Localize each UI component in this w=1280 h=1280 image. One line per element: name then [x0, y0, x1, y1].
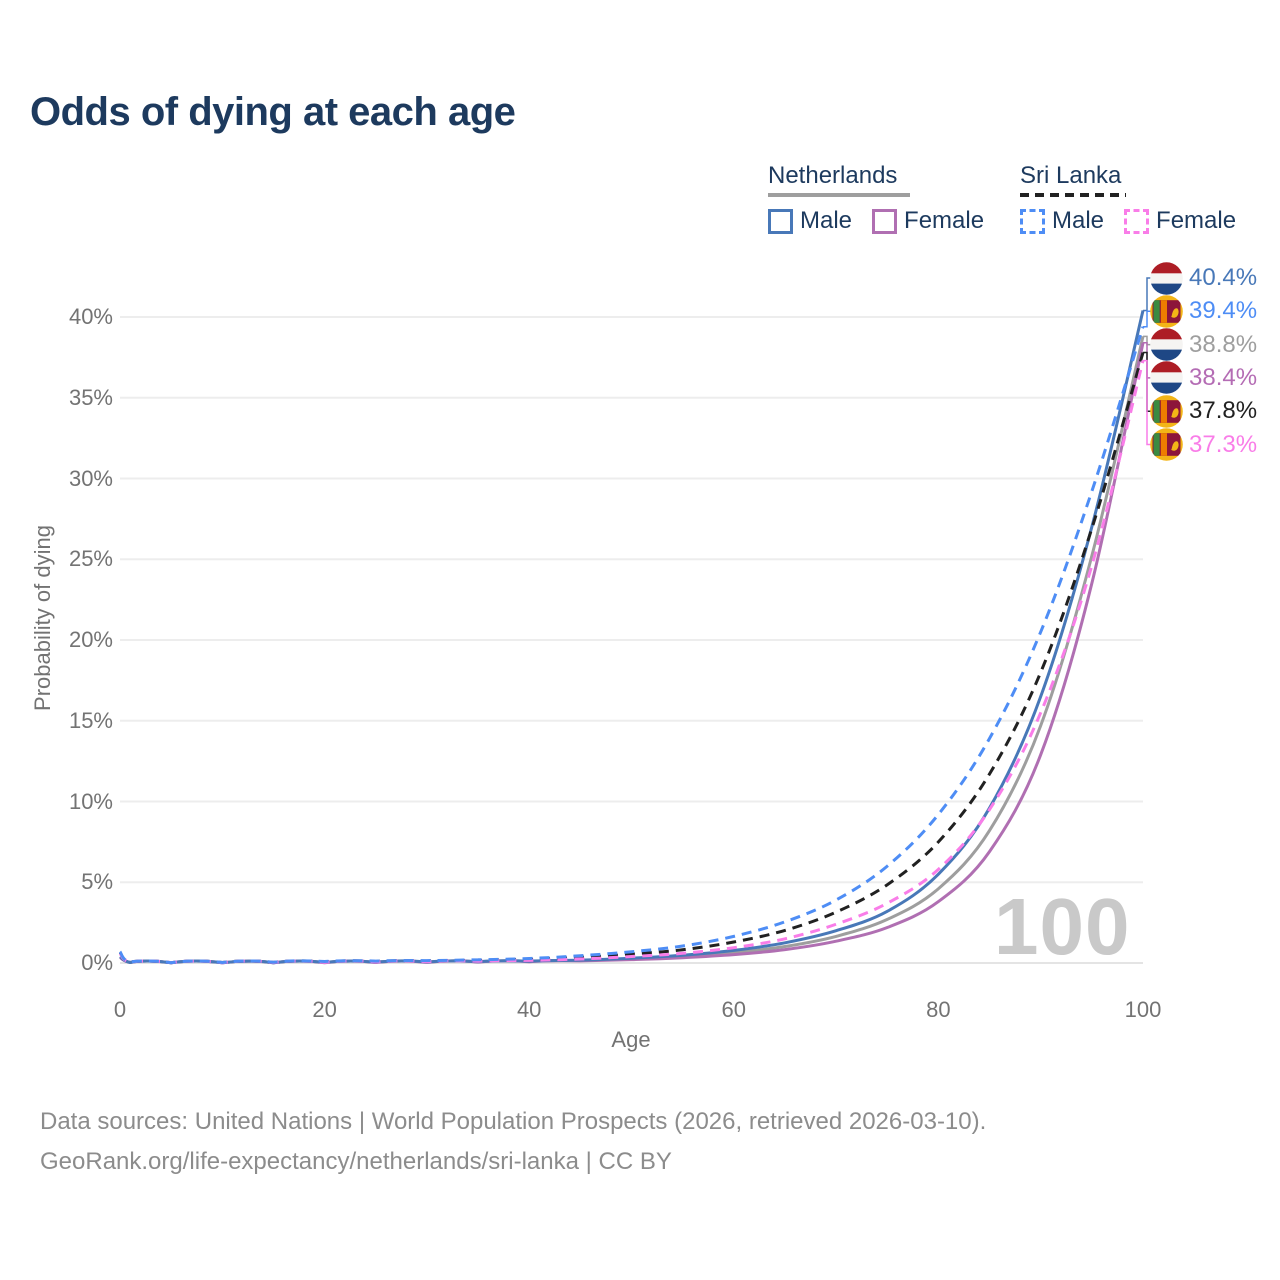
legend-sri-lanka-linestyle	[1020, 193, 1126, 197]
attribution-line: GeoRank.org/life-expectancy/netherlands/…	[40, 1148, 672, 1175]
legend-item-netherlands-female[interactable]: Female	[872, 207, 984, 235]
page-title: Odds of dying at each age	[30, 90, 516, 134]
sri-lanka-flag-icon	[1150, 428, 1183, 461]
line-nl-female	[119, 342, 1145, 965]
y-tick-label: 0%	[81, 950, 113, 975]
watermark-age-100: 100	[994, 882, 1131, 971]
y-tick-label: 30%	[68, 465, 113, 491]
line-lk-female	[118, 360, 1145, 965]
sri-lanka-male-swatch-icon	[1020, 208, 1045, 234]
x-tick-label: 60	[721, 997, 747, 1022]
netherlands-flag-icon	[1150, 361, 1183, 395]
end-label-lk-female: 37.3%	[1150, 428, 1257, 461]
end-value-label: 39.4%	[1189, 297, 1258, 325]
y-tick-label: 10%	[68, 788, 113, 814]
y-tick-label: 35%	[68, 384, 113, 410]
x-tick-label: 100	[1124, 997, 1162, 1022]
legend-item-sri-lanka-male[interactable]: Male	[1020, 207, 1104, 235]
sri-lanka-flag-icon	[1150, 294, 1183, 328]
legend-netherlands-label: Netherlands	[768, 162, 898, 189]
y-tick-label: 40%	[68, 304, 113, 329]
y-tick-label: 20%	[68, 627, 113, 652]
leader-line-lk-female	[1143, 359, 1152, 446]
end-value-label: 37.8%	[1189, 397, 1258, 425]
line-lk-both	[118, 352, 1145, 965]
x-tick-label: 80	[926, 997, 951, 1022]
legend-item-label: Male	[1052, 207, 1105, 234]
legend-netherlands-linestyle	[768, 193, 910, 197]
leader-line-nl-male	[1143, 277, 1152, 312]
legend-group-netherlands: Netherlands Male Female	[768, 162, 1004, 235]
data-sources-line: Data sources: United Nations | World Pop…	[40, 1108, 987, 1135]
line-nl-both	[119, 336, 1145, 965]
netherlands-flag-icon	[1150, 328, 1183, 361]
legend-group-sri-lanka: Sri Lanka Male Female	[1020, 162, 1256, 235]
end-label-nl-female: 38.4%	[1150, 361, 1258, 395]
legend-item-sri-lanka-female[interactable]: Female	[1124, 207, 1236, 235]
x-tick-label: 40	[516, 997, 542, 1022]
sri-lanka-female-swatch-icon	[1124, 208, 1150, 234]
sri-lanka-flag-icon	[1150, 394, 1183, 428]
end-value-label: 38.8%	[1189, 330, 1258, 358]
legend-item-label: Female	[1156, 207, 1237, 234]
x-axis-title: Age	[611, 1027, 651, 1052]
legend-item-label: Male	[800, 207, 853, 234]
netherlands-flag-icon	[1150, 261, 1183, 295]
x-tick-label: 20	[312, 997, 337, 1022]
end-value-label: 37.3%	[1189, 430, 1258, 458]
line-nl-male	[119, 310, 1145, 965]
end-label-lk-both: 37.8%	[1150, 394, 1258, 428]
leader-line-nl-both	[1143, 335, 1152, 346]
legend-sri-lanka-label: Sri Lanka	[1020, 162, 1122, 189]
end-label-lk-male: 39.4%	[1150, 294, 1258, 328]
x-tick-label: 0	[113, 997, 127, 1022]
end-value-label: 38.4%	[1189, 363, 1258, 391]
netherlands-female-swatch-icon	[872, 208, 898, 234]
end-label-nl-both: 38.8%	[1150, 328, 1257, 361]
leader-line-lk-male	[1143, 310, 1152, 328]
legend-item-netherlands-male[interactable]: Male	[768, 207, 852, 235]
end-value-label: 40.4%	[1189, 264, 1258, 291]
line-lk-male	[118, 326, 1145, 965]
y-tick-label: 25%	[68, 546, 113, 572]
y-tick-label: 15%	[68, 707, 113, 733]
legend-item-label: Female	[904, 207, 985, 234]
y-tick-label: 5%	[81, 869, 113, 895]
end-label-nl-male: 40.4%	[1150, 261, 1258, 295]
netherlands-male-swatch-icon	[768, 208, 793, 234]
